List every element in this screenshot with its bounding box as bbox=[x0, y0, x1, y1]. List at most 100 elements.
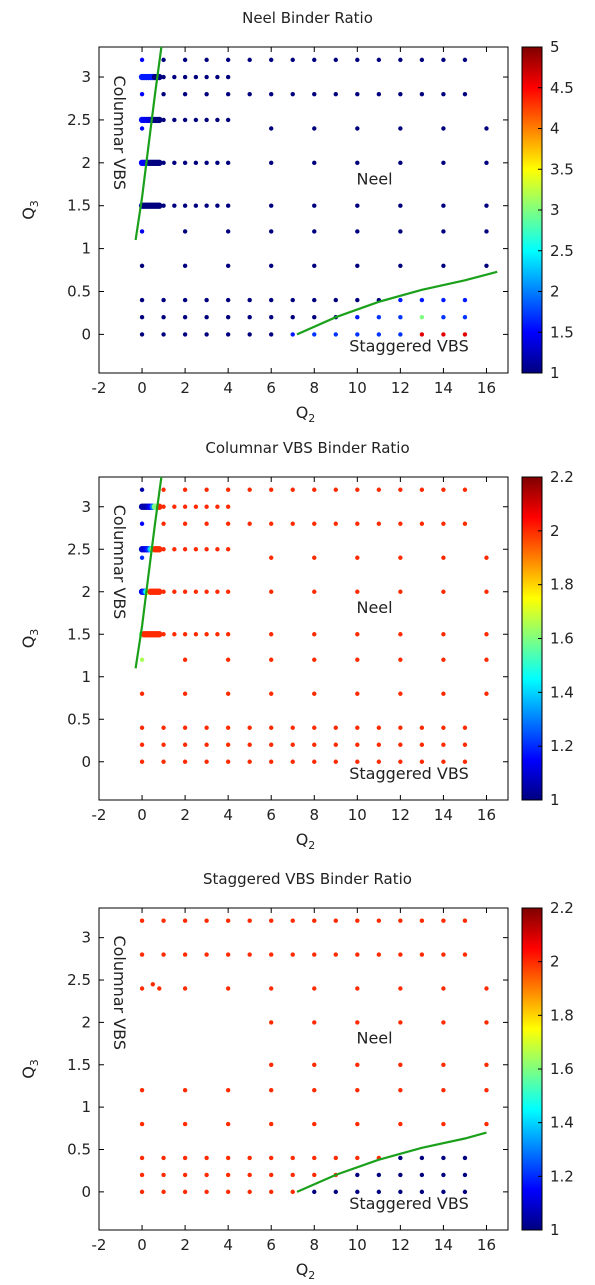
data-point bbox=[419, 725, 425, 730]
colorbar-tick-label: 4 bbox=[550, 120, 560, 138]
data-point bbox=[312, 297, 317, 303]
data-point bbox=[182, 632, 188, 637]
data-point bbox=[312, 521, 317, 526]
data-points bbox=[138, 487, 489, 764]
data-point bbox=[182, 1155, 188, 1161]
region-label: Staggered VBS bbox=[349, 337, 469, 356]
data-point bbox=[462, 918, 468, 923]
data-point bbox=[419, 315, 425, 320]
data-point bbox=[225, 332, 231, 337]
region-label: Neel bbox=[356, 1029, 392, 1048]
data-point bbox=[172, 632, 177, 637]
data-point bbox=[139, 1155, 145, 1161]
phase-boundary-line bbox=[134, 476, 163, 669]
data-point bbox=[398, 203, 403, 208]
data-point bbox=[193, 117, 199, 123]
data-point bbox=[161, 315, 166, 320]
data-point bbox=[398, 918, 403, 923]
data-point bbox=[225, 263, 231, 268]
data-point bbox=[139, 1189, 145, 1195]
data-point bbox=[161, 160, 166, 166]
data-point bbox=[419, 1155, 425, 1161]
data-point bbox=[182, 657, 188, 662]
x-tick-label: 8 bbox=[309, 806, 319, 824]
data-point bbox=[398, 91, 403, 97]
phase-boundary-line bbox=[296, 1131, 487, 1193]
data-point bbox=[290, 521, 295, 526]
data-point bbox=[398, 555, 403, 560]
chart-title: Neel Binder Ratio bbox=[242, 9, 373, 27]
data-point bbox=[398, 57, 403, 63]
data-point bbox=[225, 657, 231, 662]
data-point bbox=[139, 126, 145, 131]
data-point bbox=[419, 332, 425, 337]
x-axis-label: Q2 bbox=[296, 830, 316, 852]
data-point bbox=[269, 315, 274, 320]
data-point bbox=[398, 263, 403, 268]
data-point bbox=[247, 91, 252, 97]
data-point bbox=[172, 504, 177, 509]
data-point bbox=[204, 1189, 209, 1195]
data-point bbox=[182, 952, 188, 957]
data-point bbox=[312, 263, 317, 268]
colorbar-tick-label: 3 bbox=[550, 201, 560, 219]
panel-3: Staggered VBS Binder Ratio-2 0 2 4 6 8 10 12 14 1… bbox=[19, 870, 574, 1282]
y-tick-label: 2.5 bbox=[67, 111, 91, 129]
data-point bbox=[333, 725, 338, 730]
data-point bbox=[355, 297, 360, 303]
data-point bbox=[312, 759, 317, 764]
data-point bbox=[204, 91, 209, 97]
x-tick-label: -2 bbox=[92, 1236, 107, 1254]
data-point bbox=[441, 1172, 446, 1178]
data-point bbox=[139, 297, 145, 303]
colorbar-tick-label: 1.2 bbox=[550, 1167, 574, 1185]
data-point bbox=[376, 1172, 382, 1178]
data-point bbox=[247, 1155, 252, 1161]
data-point bbox=[333, 57, 338, 63]
data-point bbox=[269, 1121, 274, 1127]
data-point bbox=[161, 1189, 166, 1195]
x-axis-label-main: Q bbox=[296, 403, 309, 422]
data-point bbox=[161, 952, 166, 957]
data-point bbox=[484, 263, 489, 268]
data-point bbox=[355, 657, 360, 662]
y-tick-label: 0 bbox=[81, 753, 91, 771]
data-point bbox=[355, 952, 360, 957]
plot-frame bbox=[98, 907, 509, 1231]
data-point bbox=[161, 725, 166, 730]
data-point bbox=[215, 74, 220, 80]
data-point bbox=[441, 657, 446, 662]
data-point bbox=[333, 1155, 338, 1161]
data-point bbox=[398, 1020, 403, 1025]
data-point bbox=[247, 1189, 252, 1195]
data-point bbox=[225, 487, 231, 492]
data-point bbox=[462, 1155, 468, 1161]
data-point bbox=[355, 487, 360, 492]
region-label: Staggered VBS bbox=[349, 764, 469, 783]
colorbar-tick-label: 1 bbox=[550, 791, 560, 809]
data-point bbox=[269, 589, 274, 594]
data-point bbox=[290, 57, 295, 63]
colorbar-tick-label: 1 bbox=[550, 1221, 560, 1239]
data-point bbox=[398, 160, 403, 166]
data-point bbox=[312, 1087, 317, 1093]
data-point bbox=[355, 759, 360, 764]
data-point bbox=[290, 297, 295, 303]
data-point bbox=[441, 1189, 446, 1195]
data-point bbox=[269, 229, 274, 234]
data-point bbox=[225, 504, 231, 509]
data-point bbox=[355, 632, 360, 637]
data-point bbox=[419, 521, 425, 526]
data-point bbox=[398, 632, 403, 637]
y-tick-label: 1.5 bbox=[67, 1056, 91, 1074]
x-tick-label: 2 bbox=[180, 806, 190, 824]
data-point bbox=[269, 986, 274, 991]
data-point bbox=[333, 487, 338, 492]
data-point bbox=[161, 297, 166, 303]
data-point bbox=[441, 1121, 446, 1127]
data-point bbox=[215, 632, 220, 637]
data-point bbox=[225, 1087, 231, 1093]
data-point bbox=[312, 487, 317, 492]
data-point bbox=[215, 504, 220, 509]
data-point bbox=[269, 1020, 274, 1025]
